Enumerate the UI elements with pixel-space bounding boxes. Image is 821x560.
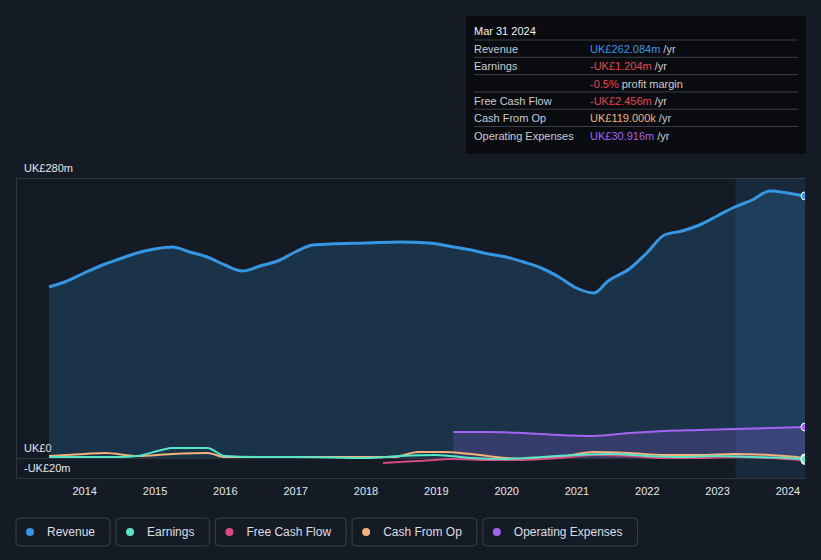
x-tick: 2014 [72, 478, 96, 497]
legend-label: Operating Expenses [514, 525, 623, 539]
legend-item: Free Cash Flow [215, 518, 346, 546]
legend-item: Revenue [16, 518, 110, 546]
legend-swatch [126, 528, 134, 536]
x-tick: 2022 [635, 478, 659, 497]
y-tick-label: -UK£20m [24, 462, 70, 474]
series-line [49, 448, 805, 459]
grid-line [16, 478, 805, 479]
background [0, 0, 821, 560]
tooltip-suffix: /yr [657, 130, 670, 142]
tooltip-value: -0.5% [590, 78, 619, 90]
x-tick: 2016 [213, 478, 237, 497]
tooltip-suffix: profit margin [622, 78, 683, 90]
y-tick-label: UK£280m [24, 162, 73, 174]
legend-box [16, 518, 110, 546]
x-tick: 2018 [354, 478, 378, 497]
tooltip-value: -UK£2.456m [590, 95, 652, 107]
x-tick-label: 2018 [354, 485, 378, 497]
y-axis: -UK£20m UK£0 UK£280m [16, 162, 805, 479]
legend-swatch [493, 528, 501, 536]
tooltip-value: UK£262.084m [590, 43, 660, 55]
x-tick-label: 2016 [213, 485, 237, 497]
tooltip-suffix: /yr [655, 95, 668, 107]
tooltip-label: Earnings [474, 60, 518, 72]
legend: Revenue Earnings Free Cash Flow Cash From O… [16, 518, 638, 546]
plot-area [49, 178, 805, 478]
x-tick-label: 2017 [283, 485, 307, 497]
x-tick-label: 2020 [494, 485, 518, 497]
tooltip: Mar 31 2024 Revenue UK£262.084m/yr Earnings… [466, 16, 806, 154]
chart-container: -UK£20mUK£0UK£280m2014201520162017201820… [0, 0, 821, 560]
legend-swatch [26, 528, 34, 536]
end-point [801, 423, 805, 431]
tooltip-suffix: /yr [655, 60, 668, 72]
y-axis-line [17, 179, 806, 479]
tooltip-label: Free Cash Flow [474, 95, 552, 107]
y-tick: UK£280m [16, 162, 805, 179]
legend-box [352, 518, 477, 546]
x-tick: 2023 [705, 478, 729, 497]
x-tick-label: 2024 [776, 485, 800, 497]
x-axis-line [17, 478, 806, 479]
end-point [801, 192, 805, 200]
tooltip-suffix: /yr [659, 112, 672, 124]
tooltip-label: Cash From Op [474, 112, 546, 124]
y-tick-label: UK£0 [24, 442, 52, 454]
legend-box [483, 518, 638, 546]
legend-label: Earnings [147, 525, 194, 539]
tooltip-date: Mar 31 2024 [474, 25, 536, 37]
chart-svg: -UK£20mUK£0UK£280m2014201520162017201820… [0, 0, 821, 560]
grid-line [16, 178, 805, 179]
tooltip-value: UK£119.000k [590, 112, 656, 124]
x-tick: 2020 [494, 478, 518, 497]
x-tick-label: 2014 [72, 485, 96, 497]
tooltip-separator [474, 91, 798, 92]
x-tick-label: 2015 [143, 485, 167, 497]
x-axis: 2014 2015 2016 2017 2018 2019 2020 2021 2022 2023… [17, 478, 806, 497]
tooltip-separator [474, 74, 798, 75]
legend-swatch [225, 528, 233, 536]
tooltip-separator [474, 40, 798, 41]
y-tick: -UK£20m [16, 462, 805, 479]
legend-label: Free Cash Flow [246, 525, 331, 539]
tooltip-box [466, 16, 806, 154]
x-tick: 2017 [283, 478, 307, 497]
series-line [453, 427, 805, 436]
tooltip-value: -UK£1.204m [590, 60, 652, 72]
x-tick-label: 2023 [705, 485, 729, 497]
tooltip-separator [474, 126, 798, 127]
legend-box [215, 518, 346, 546]
legend-item: Operating Expenses [483, 518, 638, 546]
tooltip-separator [474, 57, 798, 58]
tooltip-suffix: /yr [663, 43, 676, 55]
tooltip-label: Revenue [474, 43, 518, 55]
x-tick: 2015 [143, 478, 167, 497]
x-tick-label: 2022 [635, 485, 659, 497]
legend-swatch [362, 528, 370, 536]
x-tick: 2019 [424, 478, 448, 497]
tooltip-separator [474, 109, 798, 110]
end-point [801, 455, 805, 463]
x-tick-label: 2021 [565, 485, 589, 497]
x-tick-label: 2019 [424, 485, 448, 497]
series-line [49, 191, 805, 293]
legend-label: Revenue [47, 525, 95, 539]
legend-box [116, 518, 209, 546]
legend-item: Cash From Op [352, 518, 477, 546]
legend-item: Earnings [116, 518, 209, 546]
tooltip-value: UK£30.916m [590, 130, 654, 142]
legend-label: Cash From Op [383, 525, 462, 539]
x-tick: 2024 [776, 478, 800, 497]
x-tick: 2021 [565, 478, 589, 497]
tooltip-label: Operating Expenses [474, 130, 574, 142]
area-fill [49, 191, 805, 458]
